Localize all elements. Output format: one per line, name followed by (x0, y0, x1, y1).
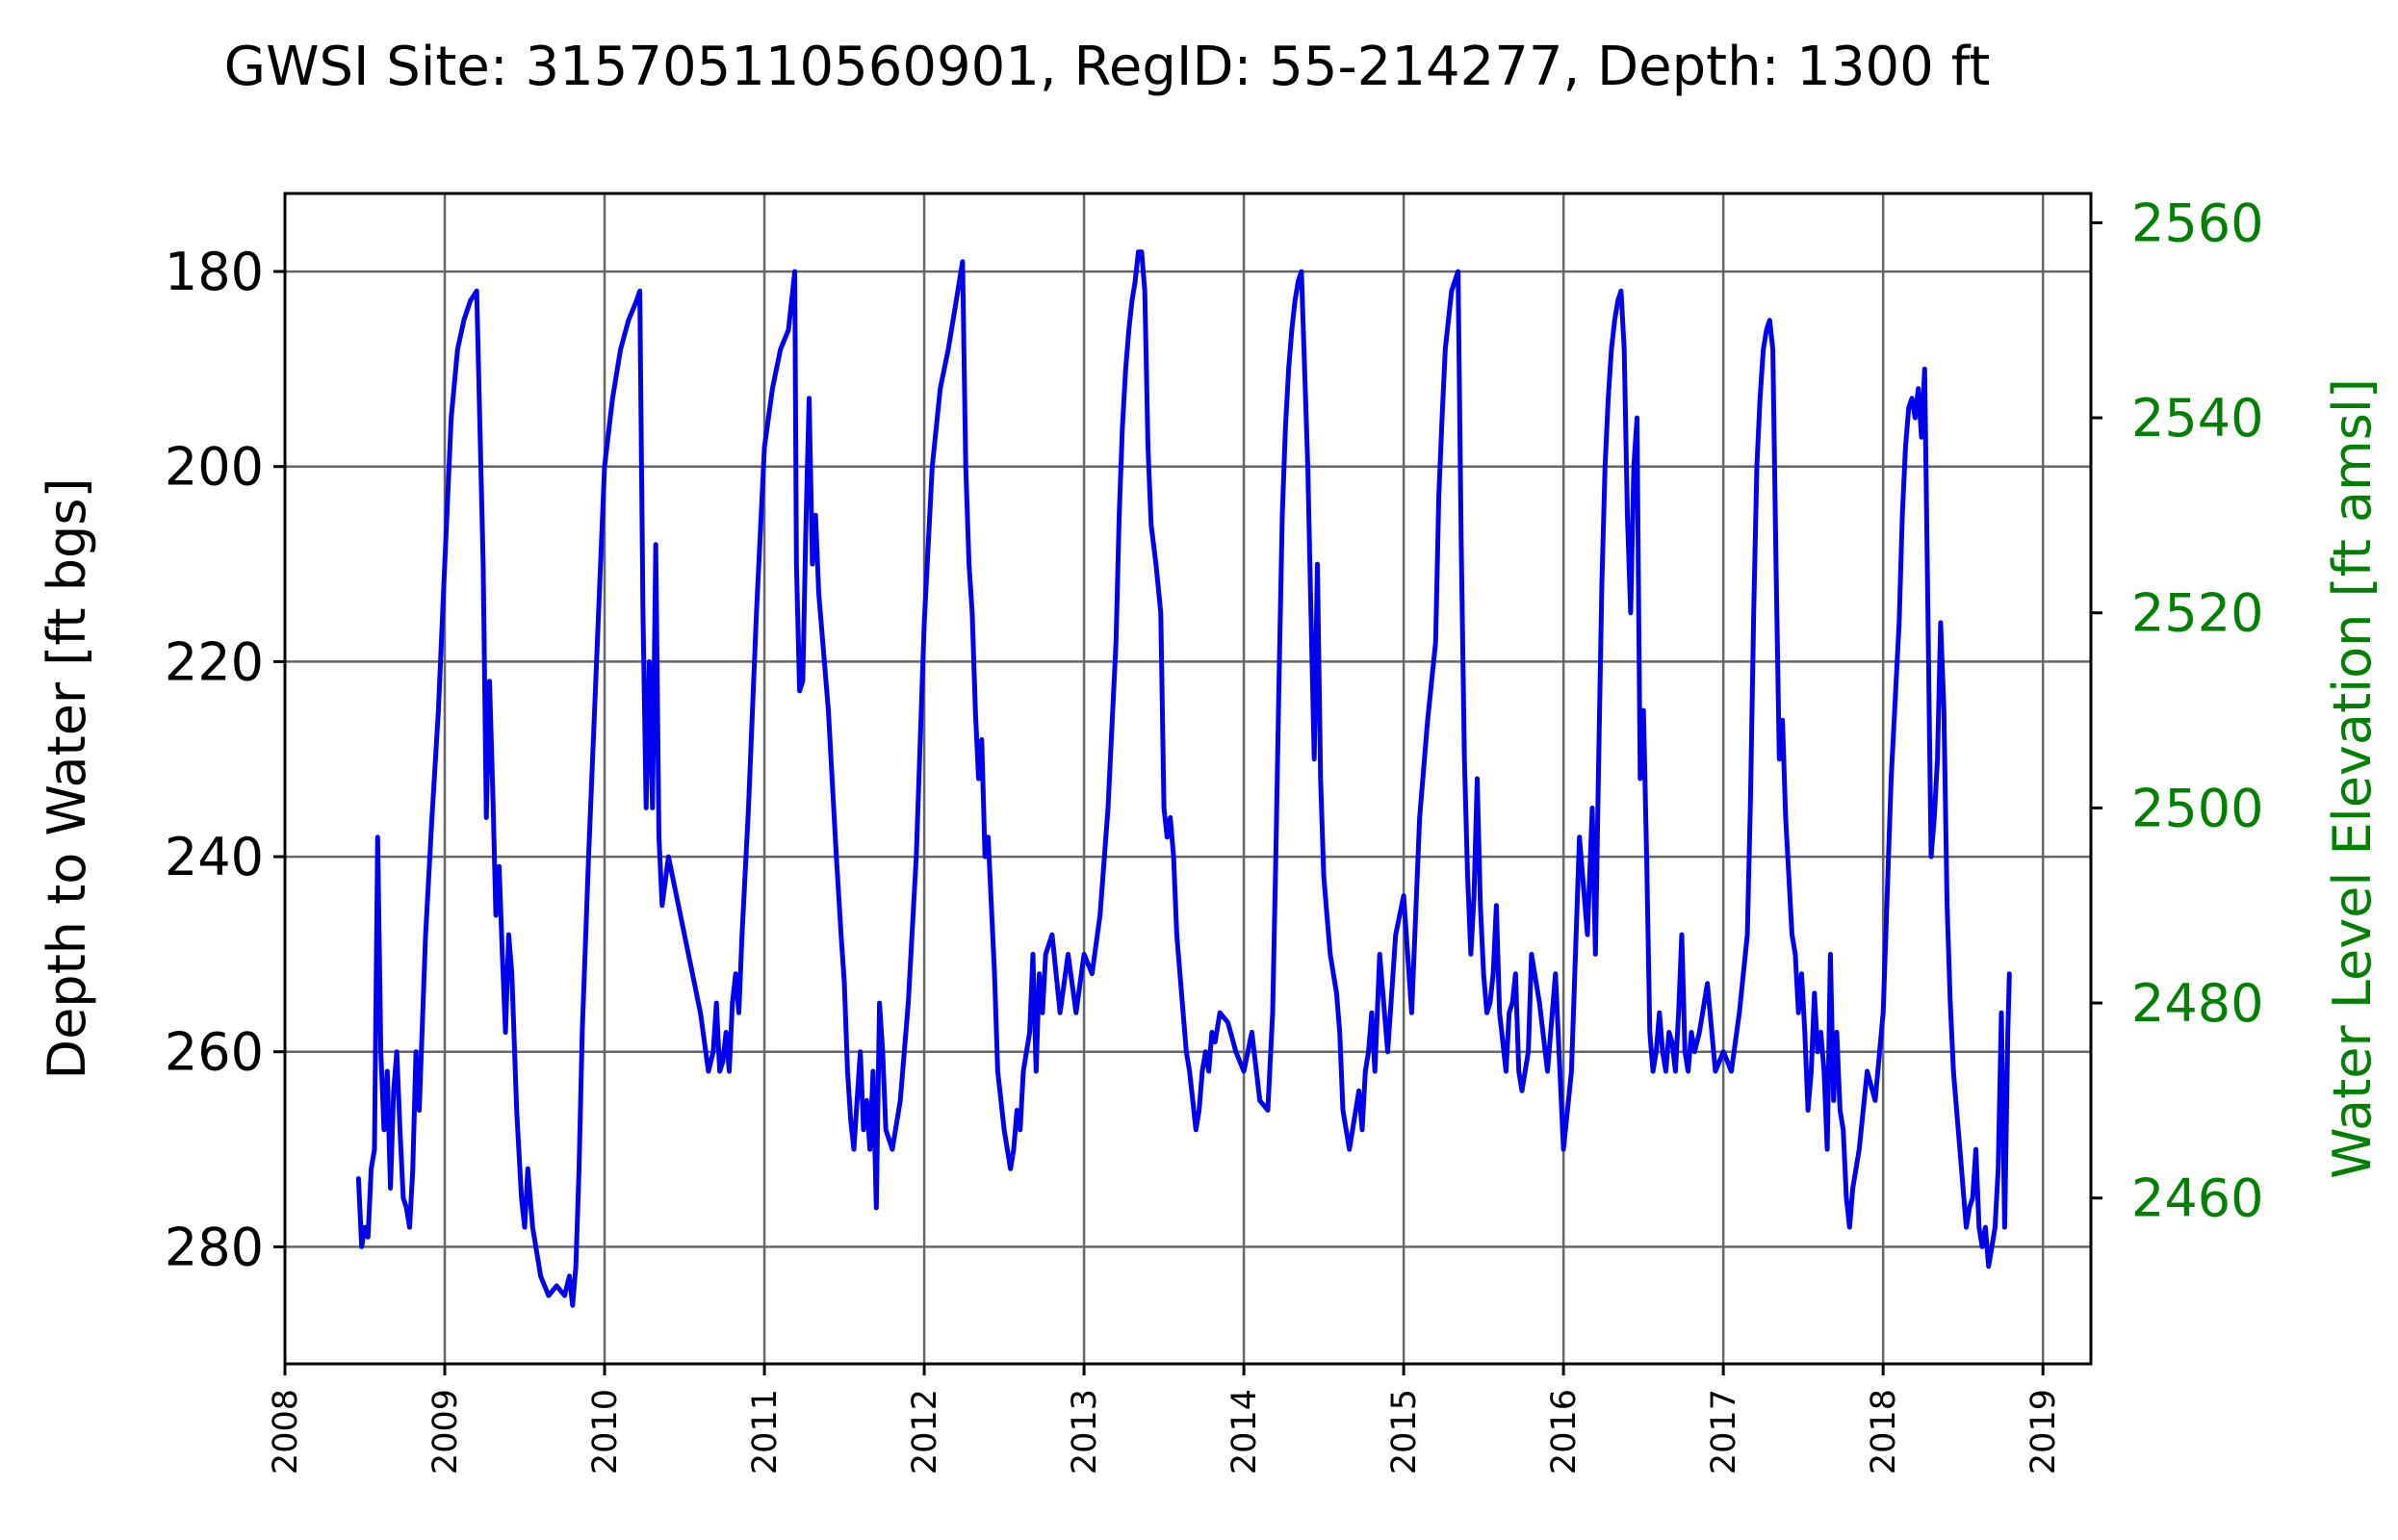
left-y-axis-label: Depth to Water [ft bgs] (37, 477, 97, 1079)
x-tick-label-2017: 2017 (1705, 1389, 1743, 1475)
plot-frame (283, 192, 2093, 1366)
x-axis: 2008 2009 2010 2011 2012 2013 2014 2015 2016 2017… (267, 1364, 2063, 1475)
x-tick-label-2014: 2014 (1225, 1389, 1264, 1475)
y-tick-label-200: 200 (165, 437, 264, 498)
y2-tick-label-2560: 2560 (2131, 192, 2263, 253)
y-tick-label-180: 180 (165, 242, 264, 302)
y-tick-label-220: 220 (165, 631, 264, 692)
y2-tick-label-2500: 2500 (2131, 778, 2263, 838)
y-tick-label-240: 240 (165, 827, 264, 887)
chart-title: GWSI Site: 315705110560901, RegID: 55-21… (224, 36, 1991, 98)
x-tick-label-2010: 2010 (586, 1389, 625, 1475)
right-y-axis-label: Water Level Elevation [ft amsl] (2322, 378, 2383, 1179)
x-tick-label-2018: 2018 (1865, 1389, 1903, 1475)
x-tick-label-2015: 2015 (1385, 1389, 1424, 1475)
x-tick-label-2019: 2019 (2024, 1389, 2063, 1475)
x-tick-label-2009: 2009 (426, 1389, 465, 1475)
left-y-axis: 180 200 220 240 260 280 (165, 242, 285, 1277)
right-y-axis: 2460 2480 2500 2520 2540 2560 (2091, 192, 2263, 1229)
grid (285, 193, 2091, 1364)
x-tick-label-2011: 2011 (746, 1389, 785, 1475)
y2-tick-label-2460: 2460 (2131, 1168, 2263, 1229)
series-line-depth-to-water (355, 249, 2012, 1308)
y2-tick-label-2480: 2480 (2131, 973, 2263, 1034)
x-tick-label-2013: 2013 (1066, 1389, 1104, 1475)
y2-tick-label-2540: 2540 (2131, 388, 2263, 449)
y-tick-label-280: 280 (165, 1217, 264, 1277)
y2-tick-label-2520: 2520 (2131, 583, 2263, 644)
x-tick-label-2008: 2008 (267, 1389, 305, 1475)
x-tick-label-2016: 2016 (1545, 1389, 1584, 1475)
y-tick-label-260: 260 (165, 1022, 264, 1083)
x-tick-label-2012: 2012 (906, 1389, 944, 1475)
